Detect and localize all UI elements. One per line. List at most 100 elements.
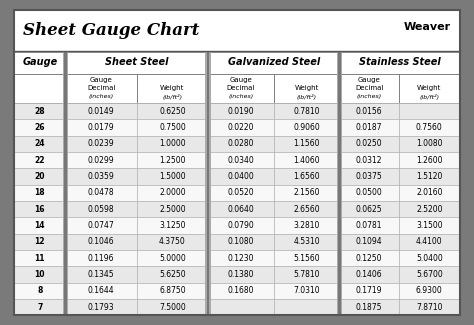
Text: 1.0080: 1.0080: [416, 139, 443, 148]
Bar: [14, 250, 65, 266]
Text: 10: 10: [35, 270, 45, 279]
Bar: [14, 152, 65, 168]
Bar: [207, 51, 210, 315]
Bar: [399, 119, 460, 136]
Text: 18: 18: [35, 188, 45, 197]
Bar: [208, 103, 273, 119]
Bar: [273, 266, 339, 282]
Bar: [14, 51, 65, 74]
Bar: [338, 51, 341, 315]
Text: 0.0250: 0.0250: [356, 139, 383, 148]
Bar: [399, 266, 460, 282]
Bar: [339, 299, 399, 315]
Text: 0.0340: 0.0340: [228, 156, 254, 164]
Bar: [137, 185, 208, 201]
Text: Decimal: Decimal: [355, 85, 383, 91]
Bar: [14, 266, 65, 282]
Text: Sheet Gauge Chart: Sheet Gauge Chart: [23, 22, 200, 39]
Bar: [399, 217, 460, 234]
Text: Weight: Weight: [417, 85, 441, 91]
Bar: [273, 234, 339, 250]
Bar: [137, 152, 208, 168]
Text: 0.1380: 0.1380: [228, 270, 254, 279]
Text: 1.6560: 1.6560: [293, 172, 320, 181]
Bar: [65, 185, 137, 201]
Bar: [14, 201, 65, 217]
Text: 4.3750: 4.3750: [159, 237, 186, 246]
Text: Decimal: Decimal: [227, 85, 255, 91]
Bar: [137, 299, 208, 315]
Text: 0.1406: 0.1406: [356, 270, 383, 279]
Bar: [65, 51, 208, 74]
Text: 0.0359: 0.0359: [88, 172, 115, 181]
Text: Weaver: Weaver: [404, 22, 451, 32]
Bar: [65, 103, 137, 119]
Text: 0.7560: 0.7560: [416, 123, 443, 132]
Bar: [339, 201, 399, 217]
Bar: [273, 217, 339, 234]
Bar: [273, 152, 339, 168]
Text: 5.6700: 5.6700: [416, 270, 443, 279]
Text: 7.8710: 7.8710: [416, 303, 443, 312]
Bar: [65, 74, 137, 103]
Bar: [208, 51, 339, 74]
Bar: [339, 217, 399, 234]
Text: 26: 26: [35, 123, 45, 132]
Bar: [399, 103, 460, 119]
Text: 3.1250: 3.1250: [159, 221, 186, 230]
Text: 2.0160: 2.0160: [416, 188, 443, 197]
Text: 7.0310: 7.0310: [293, 286, 320, 295]
Text: Galvanized Steel: Galvanized Steel: [228, 58, 320, 68]
Bar: [339, 136, 399, 152]
Text: 0.6250: 0.6250: [159, 107, 186, 116]
Text: 0.1875: 0.1875: [356, 303, 383, 312]
Bar: [339, 51, 460, 74]
Text: 2.1560: 2.1560: [293, 188, 320, 197]
Bar: [14, 10, 460, 51]
Text: 5.1560: 5.1560: [293, 254, 320, 263]
Bar: [339, 234, 399, 250]
Text: 0.7500: 0.7500: [159, 123, 186, 132]
Bar: [273, 299, 339, 315]
Bar: [337, 51, 342, 315]
Text: 1.4060: 1.4060: [293, 156, 320, 164]
Bar: [399, 152, 460, 168]
Bar: [65, 266, 137, 282]
Bar: [339, 266, 399, 282]
Text: 0.1345: 0.1345: [88, 270, 114, 279]
Text: 0.0149: 0.0149: [88, 107, 114, 116]
Bar: [14, 74, 65, 103]
Bar: [273, 250, 339, 266]
Text: (inches): (inches): [89, 95, 114, 99]
Text: Gauge: Gauge: [229, 77, 252, 83]
Bar: [339, 250, 399, 266]
Bar: [137, 74, 208, 103]
Bar: [65, 119, 137, 136]
Bar: [65, 250, 137, 266]
Text: 0.0625: 0.0625: [356, 205, 383, 214]
Bar: [399, 250, 460, 266]
Text: 1.0000: 1.0000: [159, 139, 186, 148]
Bar: [137, 136, 208, 152]
Bar: [339, 103, 399, 119]
Text: 1.2500: 1.2500: [159, 156, 186, 164]
Bar: [208, 136, 273, 152]
Text: 2.5200: 2.5200: [416, 205, 443, 214]
Bar: [273, 103, 339, 119]
Text: 0.0280: 0.0280: [228, 139, 254, 148]
Text: 5.0000: 5.0000: [159, 254, 186, 263]
Text: 1.5120: 1.5120: [416, 172, 442, 181]
Text: 1.5000: 1.5000: [159, 172, 186, 181]
Text: 0.0187: 0.0187: [356, 123, 383, 132]
Bar: [208, 266, 273, 282]
Bar: [399, 136, 460, 152]
Text: 0.7810: 0.7810: [293, 107, 320, 116]
Text: 6.8750: 6.8750: [159, 286, 186, 295]
Bar: [208, 234, 273, 250]
Bar: [14, 51, 460, 53]
Text: Stainless Steel: Stainless Steel: [359, 58, 440, 68]
Bar: [273, 201, 339, 217]
Text: 0.0239: 0.0239: [88, 139, 114, 148]
Text: (lb/ft²): (lb/ft²): [296, 94, 317, 100]
Bar: [399, 234, 460, 250]
